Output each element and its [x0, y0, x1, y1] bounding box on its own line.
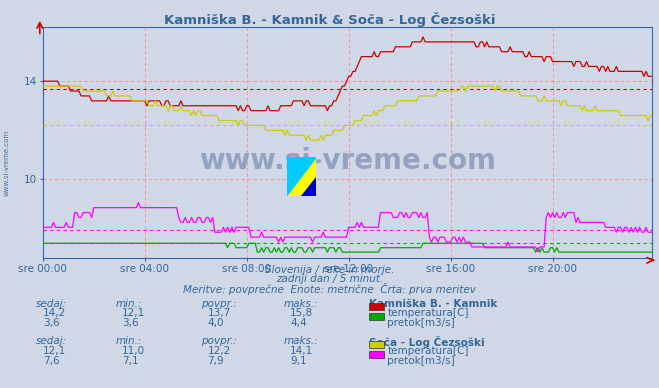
- Text: min.:: min.:: [115, 336, 142, 346]
- Text: 9,1: 9,1: [290, 356, 306, 366]
- Text: maks.:: maks.:: [283, 336, 318, 346]
- Text: www.si-vreme.com: www.si-vreme.com: [3, 130, 10, 196]
- Text: 14,2: 14,2: [43, 308, 66, 319]
- Text: 4,0: 4,0: [208, 318, 224, 328]
- Text: 13,7: 13,7: [208, 308, 231, 319]
- Text: Kamniška B. - Kamnik & Soča - Log Čezsoški: Kamniška B. - Kamnik & Soča - Log Čezsoš…: [163, 12, 496, 28]
- Text: Meritve: povprečne  Enote: metrične  Črta: prva meritev: Meritve: povprečne Enote: metrične Črta:…: [183, 283, 476, 295]
- Text: pretok[m3/s]: pretok[m3/s]: [387, 318, 455, 328]
- Text: 7,6: 7,6: [43, 356, 59, 366]
- Text: 7,1: 7,1: [122, 356, 138, 366]
- Text: Soča - Log Čezsoški: Soča - Log Čezsoški: [369, 336, 484, 348]
- Text: povpr.:: povpr.:: [201, 336, 237, 346]
- Text: 3,6: 3,6: [122, 318, 138, 328]
- Text: pretok[m3/s]: pretok[m3/s]: [387, 356, 455, 366]
- Text: 4,4: 4,4: [290, 318, 306, 328]
- Text: temperatura[C]: temperatura[C]: [387, 308, 469, 319]
- Text: 12,1: 12,1: [43, 346, 66, 356]
- Text: 15,8: 15,8: [290, 308, 313, 319]
- Text: 11,0: 11,0: [122, 346, 145, 356]
- Text: 3,6: 3,6: [43, 318, 59, 328]
- Polygon shape: [287, 157, 316, 196]
- Text: sedaj:: sedaj:: [36, 299, 67, 309]
- Polygon shape: [287, 157, 316, 196]
- Text: maks.:: maks.:: [283, 299, 318, 309]
- Text: 12,1: 12,1: [122, 308, 145, 319]
- Text: min.:: min.:: [115, 299, 142, 309]
- Text: 7,9: 7,9: [208, 356, 224, 366]
- Text: www.si-vreme.com: www.si-vreme.com: [199, 147, 496, 175]
- Text: Slovenija / reke in morje.: Slovenija / reke in morje.: [265, 265, 394, 275]
- Text: 14,1: 14,1: [290, 346, 313, 356]
- Text: zadnji dan / 5 minut.: zadnji dan / 5 minut.: [276, 274, 383, 284]
- Text: temperatura[C]: temperatura[C]: [387, 346, 469, 356]
- Text: Kamniška B. - Kamnik: Kamniška B. - Kamnik: [369, 299, 498, 309]
- Text: povpr.:: povpr.:: [201, 299, 237, 309]
- Text: 12,2: 12,2: [208, 346, 231, 356]
- Polygon shape: [302, 177, 316, 196]
- Text: sedaj:: sedaj:: [36, 336, 67, 346]
